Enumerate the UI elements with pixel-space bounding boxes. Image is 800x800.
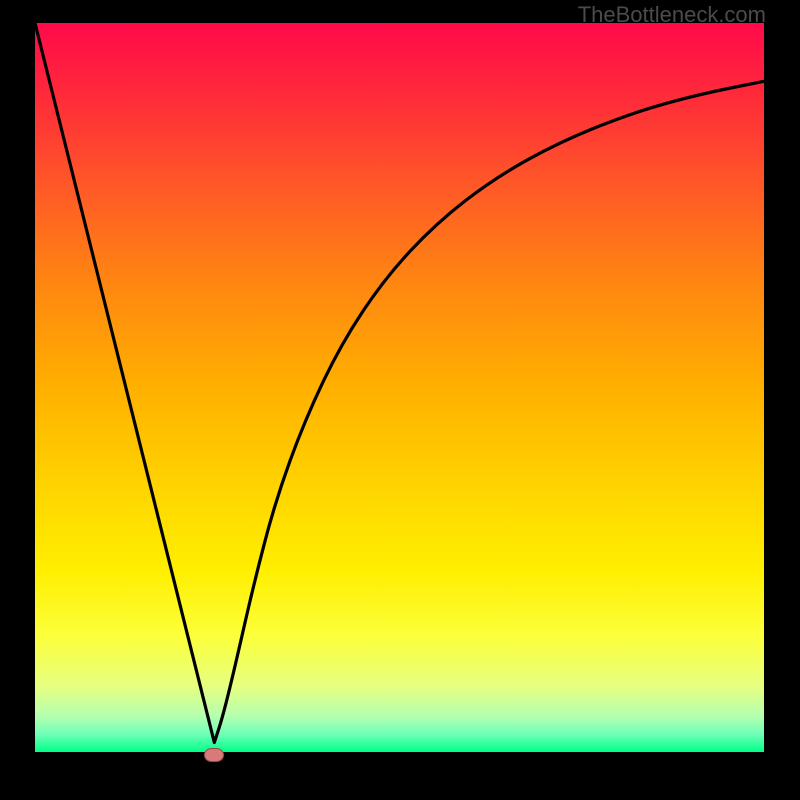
chart-frame: TheBottleneck.com	[0, 0, 800, 800]
bottleneck-curve	[35, 23, 764, 752]
plot-area	[35, 23, 764, 765]
optimal-point-marker	[204, 748, 224, 762]
attribution-text: TheBottleneck.com	[578, 2, 766, 28]
